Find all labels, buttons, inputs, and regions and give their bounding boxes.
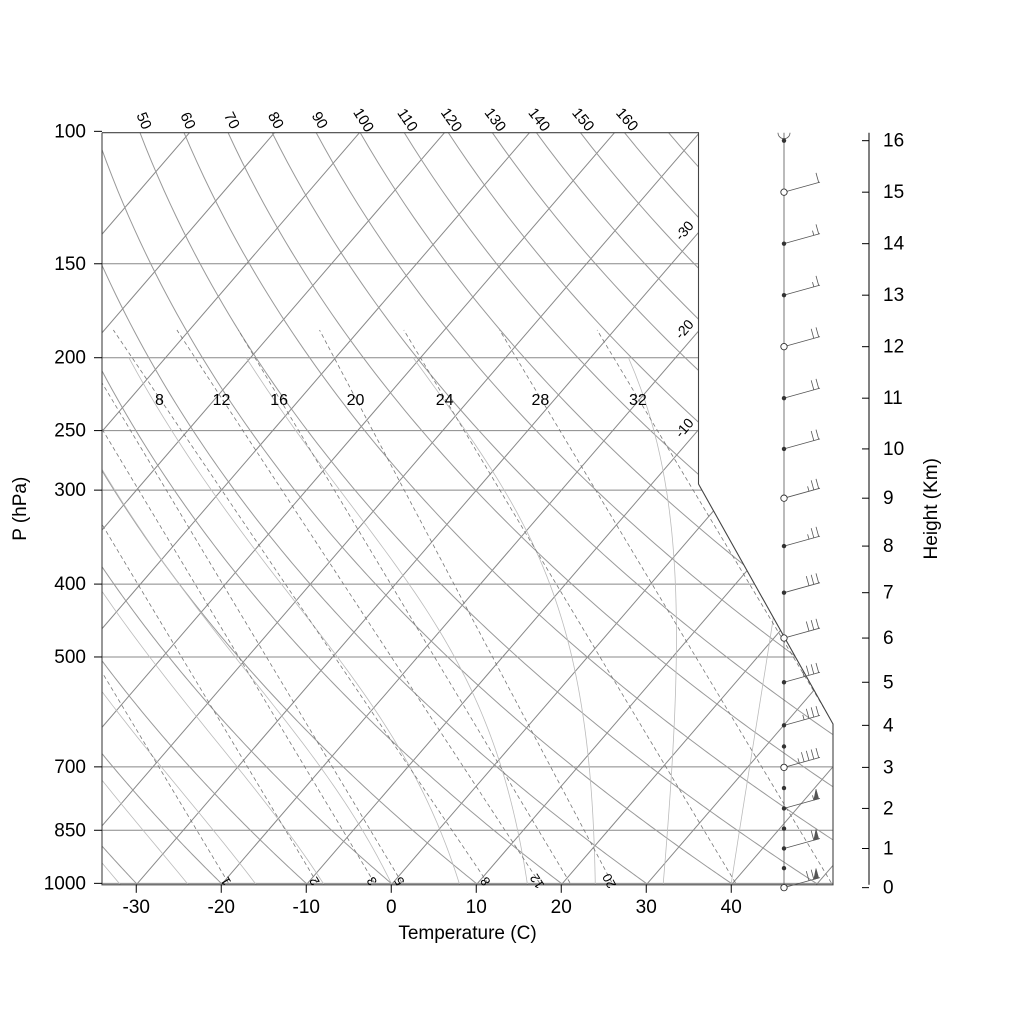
svg-text:850: 850: [54, 820, 86, 841]
svg-text:9: 9: [883, 488, 894, 509]
svg-text:32: 32: [629, 392, 647, 409]
svg-text:100: 100: [54, 121, 86, 142]
svg-text:28: 28: [532, 392, 550, 409]
svg-text:5: 5: [883, 672, 894, 693]
svg-text:Temperature (C): Temperature (C): [398, 923, 536, 944]
svg-text:300: 300: [54, 480, 86, 501]
svg-text:4: 4: [883, 715, 894, 736]
svg-text:6: 6: [883, 628, 894, 649]
svg-text:14: 14: [883, 234, 905, 255]
svg-text:7: 7: [883, 583, 894, 604]
svg-text:150: 150: [54, 254, 86, 275]
svg-text:Height (Km): Height (Km): [921, 458, 942, 559]
svg-text:-30: -30: [123, 897, 150, 918]
svg-text:250: 250: [54, 421, 86, 442]
svg-text:500: 500: [54, 647, 86, 668]
svg-text:1: 1: [883, 838, 894, 859]
svg-text:12: 12: [883, 337, 904, 358]
svg-text:15: 15: [883, 182, 904, 203]
svg-text:P (hPa): P (hPa): [10, 477, 31, 541]
svg-text:3: 3: [883, 757, 894, 778]
svg-text:-10: -10: [293, 897, 320, 918]
svg-text:40: 40: [721, 897, 742, 918]
svg-text:16: 16: [883, 131, 904, 152]
svg-text:12: 12: [213, 392, 231, 409]
svg-text:13: 13: [883, 285, 904, 306]
svg-text:30: 30: [636, 897, 657, 918]
svg-text:10: 10: [466, 897, 487, 918]
svg-text:10: 10: [883, 439, 904, 460]
svg-text:700: 700: [54, 757, 86, 778]
svg-text:20: 20: [551, 897, 572, 918]
svg-text:0: 0: [386, 897, 397, 918]
svg-text:8: 8: [155, 392, 164, 409]
svg-text:8: 8: [883, 536, 894, 557]
svg-text:0: 0: [883, 878, 894, 899]
svg-text:20: 20: [347, 392, 365, 409]
svg-text:200: 200: [54, 348, 86, 369]
svg-text:24: 24: [436, 392, 454, 409]
svg-text:11: 11: [883, 388, 903, 409]
svg-text:1000: 1000: [44, 873, 86, 894]
svg-text:2: 2: [883, 798, 894, 819]
svg-text:-20: -20: [208, 897, 235, 918]
svg-text:16: 16: [270, 392, 288, 409]
svg-text:400: 400: [54, 574, 86, 595]
